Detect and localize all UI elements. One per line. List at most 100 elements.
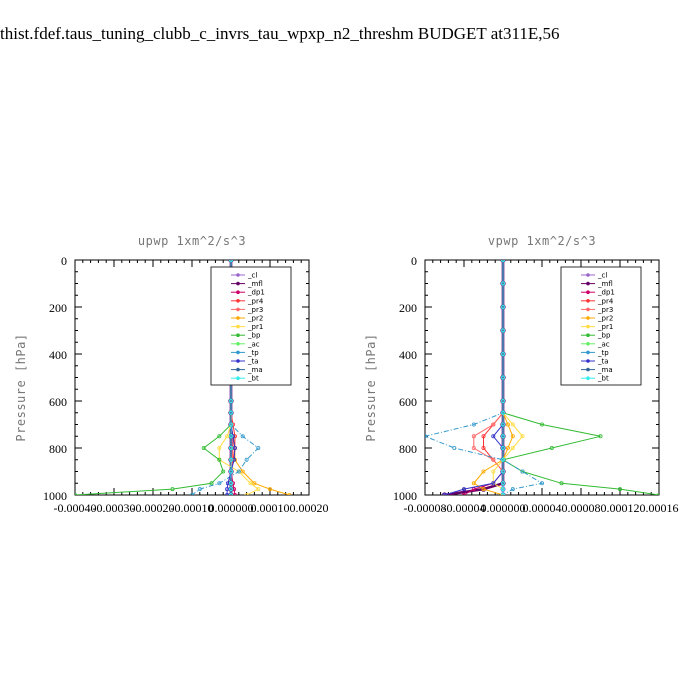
series-point-bt — [500, 434, 505, 439]
series-point-bp — [540, 422, 545, 427]
legend-label: _ma — [247, 366, 263, 374]
series-point-bt — [229, 260, 233, 262]
y-tick-label: 800 — [399, 442, 417, 456]
series-line-pr3 — [473, 260, 504, 495]
series-point-dp1 — [462, 493, 466, 495]
legend: _cl_mfl_dp1_pr4_pr3_pr2_pr1_bp_ac_tp_ta_… — [210, 266, 292, 386]
legend-marker — [236, 299, 240, 303]
x-tick-label: 0.000000 — [209, 501, 254, 515]
legend-label: _bp — [597, 332, 611, 340]
legend-label: _pr1 — [247, 323, 263, 331]
legend-label: _bp — [247, 332, 261, 340]
series-point-pr2 — [240, 469, 245, 474]
series-point-bt — [228, 434, 233, 439]
series-line-mfl — [444, 260, 505, 495]
chart-panel-upwp: upwp 1xm^2/s^3 Pressure [hPa] 0 200 400 600 80… — [14, 234, 329, 515]
series-point-tp — [197, 487, 202, 492]
series-point-tp — [471, 422, 476, 427]
x-tick-label: -0.00030 — [93, 501, 136, 515]
series-point-bp — [209, 481, 214, 486]
series-point-bt — [500, 469, 505, 474]
legend-marker — [586, 324, 590, 329]
series-point-bt — [500, 445, 505, 450]
series-point-tp — [217, 481, 222, 486]
chart-panel-vpwp: vpwp 1xm^2/s^3 Pressure [hPa] 0 200 400 600 80… — [364, 234, 679, 515]
series-point-bt — [228, 469, 233, 474]
series-point-ta — [225, 487, 230, 492]
legend: _cl_mfl_dp1_pr4_pr3_pr2_pr1_bp_ac_tp_ta_… — [560, 266, 642, 386]
legend-label: _dp1 — [247, 289, 265, 297]
series-point-pr2 — [481, 487, 486, 492]
legend-marker — [236, 273, 240, 277]
legend-marker — [236, 281, 240, 286]
legend-marker — [586, 342, 590, 346]
series-point-pr3 — [471, 445, 476, 450]
series-line-dp1 — [463, 260, 504, 495]
y-tick-label: 600 — [399, 395, 417, 409]
legend-box — [210, 266, 292, 386]
legend-marker — [586, 333, 590, 338]
series-point-tp — [452, 445, 457, 450]
legend-label: _pr1 — [597, 323, 613, 331]
series-point-tp — [520, 469, 525, 474]
series-point-bt — [500, 328, 505, 333]
legend-marker — [236, 290, 240, 295]
y-tick-label: 600 — [49, 395, 67, 409]
panel-title: vpwp 1xm^2/s^3 — [488, 234, 596, 248]
legend-label: _ta — [597, 358, 609, 366]
x-tick-label: -0.00010 — [171, 501, 214, 515]
legend-marker — [586, 273, 590, 277]
x-tick-label: -0.00040 — [54, 501, 97, 515]
series-point-pr2 — [510, 434, 515, 439]
series-point-bp — [170, 487, 175, 492]
series-line-pr1 — [492, 260, 524, 495]
legend-label: _pr4 — [597, 297, 614, 305]
x-tick-label: 0.00020 — [290, 501, 329, 515]
series-line-bp — [75, 260, 232, 495]
y-tick-label: 1000 — [43, 489, 67, 503]
series-point-bp — [201, 445, 206, 450]
series-point-bt — [500, 487, 505, 492]
x-tick-label: -0.00020 — [132, 501, 175, 515]
legend-label: _bt — [597, 375, 609, 383]
y-tick-label: 0 — [61, 254, 67, 268]
y-tick-label: 400 — [49, 348, 67, 362]
legend-marker — [586, 350, 590, 355]
series-point-bt — [501, 493, 505, 495]
series-point-pr3 — [491, 422, 496, 427]
series-line-tp — [425, 260, 544, 495]
series-point-bp — [559, 481, 564, 486]
x-tick-label: 0.00010 — [251, 501, 290, 515]
series-point-bt — [228, 487, 233, 492]
series-point-bt — [500, 351, 505, 356]
legend-label: _pr2 — [597, 315, 613, 323]
legend-label: _tp — [247, 349, 259, 357]
series-point-bt — [228, 410, 233, 415]
legend-marker — [236, 376, 240, 381]
series-point-tp — [240, 434, 245, 439]
series-point-ta — [491, 481, 496, 486]
plot-area — [425, 260, 659, 495]
y-tick-label: 800 — [49, 442, 67, 456]
legend-label: _pr4 — [247, 297, 264, 305]
series-point-bp — [217, 434, 222, 439]
legend-label: _pr2 — [247, 315, 263, 323]
legend-label: _mfl — [247, 280, 263, 288]
series-point-pr1 — [520, 434, 525, 439]
legend-marker — [236, 359, 240, 363]
series-point-bt — [500, 281, 505, 286]
panel-title: upwp 1xm^2/s^3 — [138, 234, 246, 248]
legend-marker — [236, 342, 240, 346]
legend-label: _ac — [597, 340, 610, 348]
series-point-bp — [549, 445, 554, 450]
y-axis-label: Pressure [hPa] — [364, 333, 378, 441]
series-point-pr1 — [248, 481, 253, 486]
series-point-ta — [225, 493, 230, 495]
y-axis-label: Pressure [hPa] — [14, 333, 28, 441]
series-point-pr1 — [510, 422, 515, 427]
series-point-dp1 — [232, 493, 237, 495]
series-point-bt — [500, 398, 505, 403]
legend-box — [560, 266, 642, 386]
x-tick-label: 0.00016 — [640, 501, 679, 515]
